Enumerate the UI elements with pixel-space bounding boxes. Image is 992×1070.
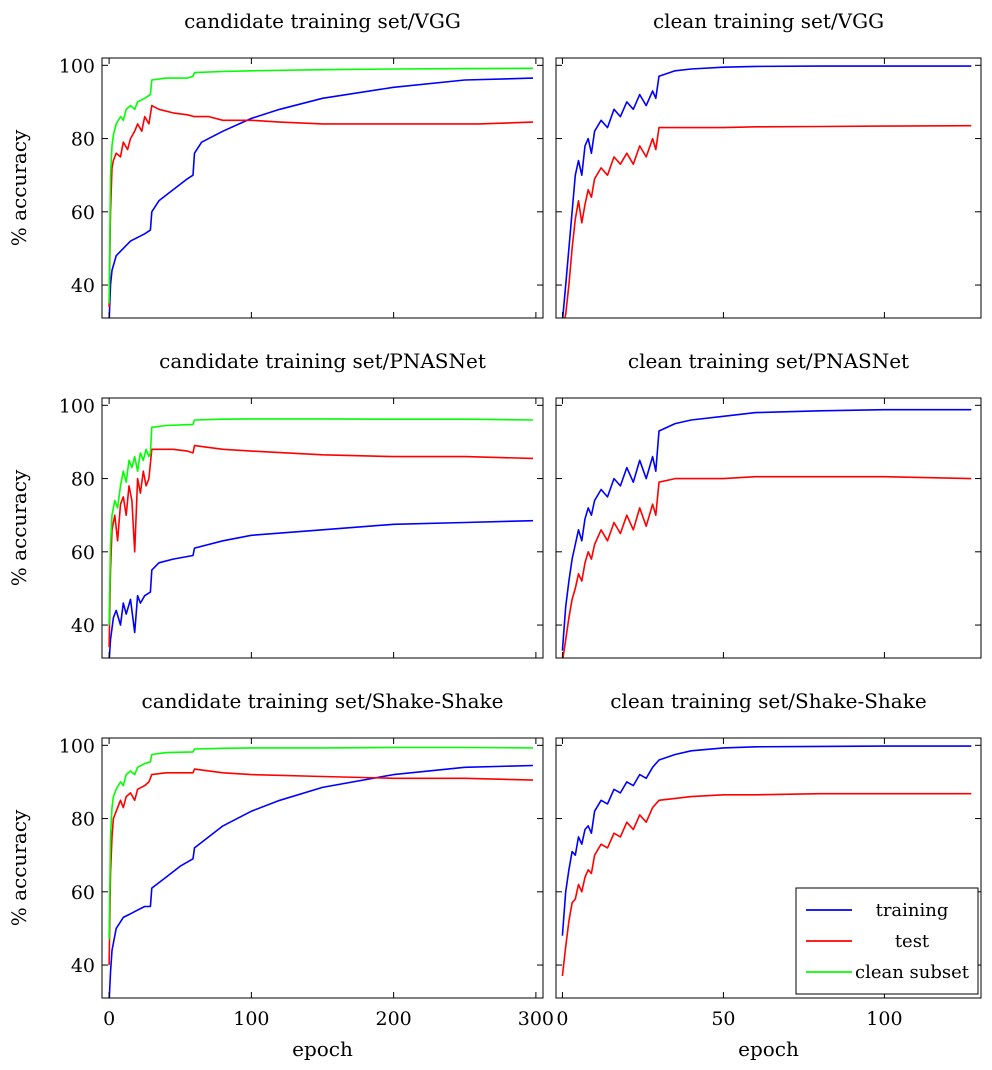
legend: training test clean subset (795, 887, 979, 995)
plot-frame (555, 397, 982, 659)
y-tick-label: 100 (59, 395, 95, 417)
legend-label: test (895, 931, 930, 952)
series-line-training (108, 764, 534, 998)
panel-title: candidate training set/Shake-Shake (142, 689, 504, 713)
x-tick-label: 200 (375, 1008, 411, 1030)
series-group (561, 65, 972, 318)
legend-label: training (876, 900, 949, 921)
panel-4: clean training set/PNASNet (555, 349, 982, 659)
panel-6: clean training set/Shake-Shake 0 50 100 epoc… (555, 689, 982, 1061)
panel-title: clean training set/VGG (653, 9, 884, 33)
series-line-training (561, 65, 972, 318)
y-tick-label: 60 (71, 882, 95, 904)
series-group (561, 745, 972, 977)
series-group (108, 418, 534, 658)
y-axis-label: % accuracy (7, 469, 31, 586)
y-tick-label: 40 (71, 955, 95, 977)
y-tick-label: 80 (71, 809, 95, 831)
series-line-test (561, 792, 972, 977)
panel-3: candidate training set/PNASNet 40 60 80 100%… (7, 349, 544, 659)
y-axis-label: % accuracy (7, 129, 31, 246)
plot-frame (101, 397, 544, 659)
x-axis-label: epoch (738, 1037, 799, 1061)
panel-1: candidate training set/VGG 40 60 80 100 % acc… (7, 9, 544, 319)
plot-frame (555, 737, 982, 999)
y-tick-label: 80 (71, 469, 95, 491)
series-line-test (564, 124, 972, 318)
series-line-test (108, 104, 534, 308)
x-tick-label: 100 (866, 1008, 902, 1030)
y-tick-label: 60 (71, 542, 95, 564)
y-axis-label: % accuracy (7, 809, 31, 926)
y-tick-label: 80 (71, 129, 95, 151)
panel-title: clean training set/Shake-Shake (610, 689, 926, 713)
series-line-training (108, 519, 534, 658)
panel-2: clean training set/VGG (555, 9, 982, 319)
x-tick-label: 0 (556, 1008, 568, 1030)
x-tick-label: 100 (233, 1008, 269, 1030)
panel-title: candidate training set/PNASNet (159, 349, 486, 373)
y-tick-label: 60 (71, 202, 95, 224)
panel-title: candidate training set/VGG (184, 9, 461, 33)
legend-label: clean subset (855, 962, 970, 983)
x-tick-label: 300 (518, 1008, 554, 1030)
series-line-test (108, 768, 534, 966)
series-line-training (561, 408, 972, 651)
y-tick-label: 40 (71, 615, 95, 637)
series-line-clean-subset (108, 746, 534, 940)
series-group (108, 67, 534, 318)
series-group (561, 408, 972, 658)
x-tick-label: 0 (103, 1008, 115, 1030)
series-line-training (108, 77, 534, 318)
series-line-test (562, 475, 972, 658)
plot-frame (101, 57, 544, 319)
series-line-clean-subset (108, 418, 534, 626)
y-tick-label: 40 (71, 275, 95, 297)
panel-title: clean training set/PNASNet (628, 349, 909, 373)
y-tick-label: 100 (59, 55, 95, 77)
y-tick-label: 100 (59, 735, 95, 757)
series-line-test (108, 444, 534, 648)
plot-frame (101, 737, 544, 999)
series-group (108, 746, 534, 998)
x-axis-label: epoch (292, 1037, 353, 1061)
x-tick-label: 50 (711, 1008, 735, 1030)
series-line-training (561, 745, 972, 936)
panel-5: candidate training set/Shake-Shake 40 60 80… (7, 689, 554, 1061)
plot-frame (555, 57, 982, 319)
series-line-clean-subset (108, 67, 534, 304)
